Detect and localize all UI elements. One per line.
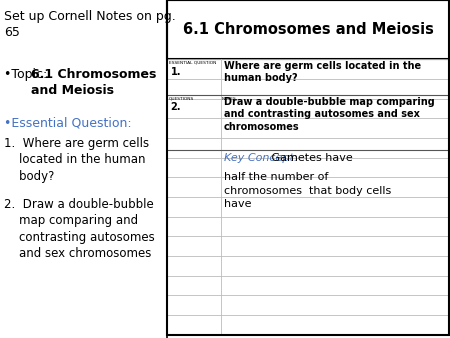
Text: Gametes have: Gametes have — [268, 153, 353, 163]
Text: 6.1 Chromosomes and Meiosis: 6.1 Chromosomes and Meiosis — [183, 22, 434, 37]
Text: Key Concept:: Key Concept: — [224, 153, 298, 163]
Text: 2.  Draw a double-bubble
    map comparing and
    contrasting autosomes
    and: 2. Draw a double-bubble map comparing an… — [4, 198, 155, 260]
Text: 1.: 1. — [171, 67, 181, 77]
Text: •Topic:: •Topic: — [4, 68, 52, 80]
Text: ESSENTIAL QUESTION: ESSENTIAL QUESTION — [169, 61, 216, 65]
Text: Set up Cornell Notes on pg.
65: Set up Cornell Notes on pg. 65 — [4, 10, 176, 39]
Bar — [167, 0, 450, 59]
Bar — [0, 0, 166, 338]
Text: half the number of
chromosomes  that body cells
have: half the number of chromosomes that body… — [224, 172, 392, 209]
Text: QUESTIONS: QUESTIONS — [169, 97, 194, 101]
Text: Where are germ cells located in the
human body?: Where are germ cells located in the huma… — [224, 61, 421, 83]
Text: 2.: 2. — [171, 102, 181, 112]
Text: •Essential Question:: •Essential Question: — [4, 117, 132, 129]
Text: NOTES: NOTES — [222, 97, 237, 101]
Bar — [167, 0, 449, 335]
Text: Draw a double-bubble map comparing
and contrasting autosomes and sex
chromosomes: Draw a double-bubble map comparing and c… — [224, 97, 435, 132]
Text: 6.1 Chromosomes
and Meiosis: 6.1 Chromosomes and Meiosis — [31, 68, 156, 97]
Text: 1.  Where are germ cells
    located in the human
    body?: 1. Where are germ cells located in the h… — [4, 137, 149, 183]
